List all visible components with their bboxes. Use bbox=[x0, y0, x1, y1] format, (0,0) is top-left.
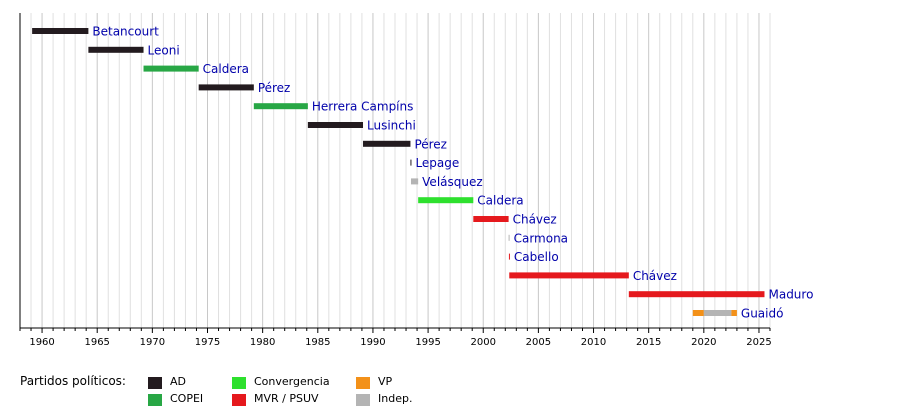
bar bbox=[307, 122, 364, 128]
bar-label: Guaidó bbox=[741, 307, 784, 321]
x-axis: 1960 1965 1970 1975 1980 1985 1990 1995 2000 2005… bbox=[19, 13, 772, 348]
x-tick-label: 1965 bbox=[84, 337, 109, 348]
x-tick-label: 1995 bbox=[415, 337, 440, 348]
bar bbox=[692, 310, 704, 316]
x-tick-label: 1985 bbox=[305, 337, 330, 348]
legend-title: Partidos políticos: bbox=[20, 374, 126, 388]
bar bbox=[88, 46, 144, 53]
bar-labels-group: Betancourt Leoni Caldera Pérez Herrera Campí… bbox=[92, 25, 813, 321]
x-tick-label: 1960 bbox=[29, 337, 54, 348]
legend-label-indep: Indep. bbox=[378, 392, 413, 405]
bar-label: Lusinchi bbox=[367, 119, 416, 133]
x-tick-label: 1975 bbox=[195, 337, 220, 348]
legend-label-ad: AD bbox=[170, 375, 186, 388]
bars-group bbox=[32, 28, 765, 316]
bar-label: Pérez bbox=[414, 137, 447, 151]
bar bbox=[508, 234, 510, 241]
bar bbox=[508, 253, 510, 260]
bar bbox=[703, 310, 732, 316]
bar-label: Pérez bbox=[258, 81, 291, 95]
x-tick-label: 2015 bbox=[636, 337, 661, 348]
bar-label: Lepage bbox=[415, 156, 459, 170]
legend-swatch-convergencia bbox=[232, 377, 246, 389]
bar bbox=[410, 178, 419, 185]
bar-label: Caldera bbox=[203, 62, 249, 76]
bar bbox=[253, 103, 308, 110]
bar bbox=[32, 28, 89, 34]
x-tick-label: 2025 bbox=[746, 337, 771, 348]
bar-label: Carmona bbox=[514, 231, 568, 245]
bar-label: Chávez bbox=[513, 213, 557, 227]
x-tick-label: 1970 bbox=[140, 337, 165, 348]
bar bbox=[198, 84, 254, 91]
legend-swatch-mvr-psuv bbox=[232, 394, 246, 406]
bar-label: Velásquez bbox=[422, 175, 483, 189]
bar-label: Herrera Campíns bbox=[312, 100, 414, 114]
bar bbox=[509, 272, 629, 279]
bar bbox=[363, 140, 411, 147]
bar-label: Cabello bbox=[514, 250, 559, 264]
legend-label-copei: COPEI bbox=[170, 392, 204, 405]
bar bbox=[143, 65, 199, 72]
bar-label: Leoni bbox=[148, 43, 180, 57]
legend-label-convergencia: Convergencia bbox=[254, 375, 330, 388]
legend-swatch-ad bbox=[148, 377, 162, 389]
x-tick-label: 2000 bbox=[471, 337, 496, 348]
bar-label: Maduro bbox=[768, 288, 813, 302]
bar-label: Caldera bbox=[477, 194, 523, 208]
bar-label: Betancourt bbox=[92, 25, 159, 39]
bar bbox=[628, 291, 765, 298]
x-tick-label: 2010 bbox=[581, 337, 606, 348]
bar bbox=[731, 310, 737, 316]
bar-label: Chávez bbox=[633, 269, 677, 283]
x-tick-label: 2005 bbox=[526, 337, 551, 348]
legend-swatch-indep bbox=[356, 394, 370, 406]
legend-label-mvr-psuv: MVR / PSUV bbox=[254, 392, 319, 405]
bar bbox=[418, 197, 474, 204]
x-tick-label: 2020 bbox=[691, 337, 716, 348]
x-tick-label: 1980 bbox=[250, 337, 275, 348]
bar bbox=[410, 159, 412, 166]
legend-swatch-vp bbox=[356, 377, 370, 389]
legend-swatch-copei bbox=[148, 394, 162, 406]
bar bbox=[473, 216, 509, 222]
legend-label-vp: VP bbox=[378, 375, 393, 388]
x-tick-label: 1990 bbox=[360, 337, 385, 348]
